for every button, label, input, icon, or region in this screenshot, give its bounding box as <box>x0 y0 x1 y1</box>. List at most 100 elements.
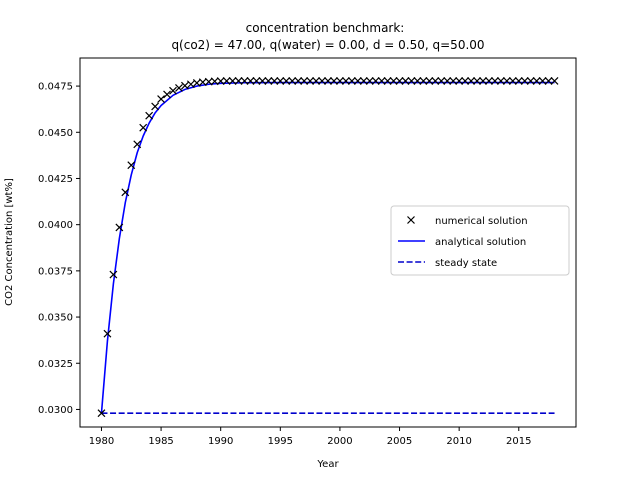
data-point-marker <box>353 76 362 85</box>
marker-stroke <box>425 76 434 85</box>
legend: numerical solution analytical solution ste… <box>390 205 570 276</box>
marker-stroke <box>443 76 452 85</box>
marker-stroke <box>240 76 249 85</box>
data-point-marker <box>389 76 398 85</box>
legend-items: numerical solution analytical solution ste… <box>398 216 528 269</box>
marker-stroke <box>359 76 368 85</box>
marker-stroke <box>520 76 529 85</box>
marker-stroke <box>461 76 470 85</box>
y-tick-label: 0.0475 <box>38 82 73 93</box>
data-point-marker <box>97 409 106 418</box>
data-point-marker <box>246 76 255 85</box>
x-tick-label: 1980 <box>89 436 114 447</box>
data-point-marker <box>437 76 446 85</box>
data-point-marker <box>449 76 458 85</box>
marker-stroke <box>97 409 106 418</box>
data-point-marker <box>109 270 118 279</box>
x-tick-label: 1995 <box>268 436 293 447</box>
data-point-marker <box>341 76 350 85</box>
marker-stroke <box>306 76 315 85</box>
data-point-marker <box>151 102 160 111</box>
data-point-marker <box>413 76 422 85</box>
data-point-marker <box>401 76 410 85</box>
data-point-marker <box>383 76 392 85</box>
data-point-marker <box>544 76 553 85</box>
data-point-marker <box>419 76 428 85</box>
data-point-marker <box>485 76 493 85</box>
data-point-marker <box>180 81 189 90</box>
marker-stroke <box>467 76 476 85</box>
data-point-marker <box>228 76 237 85</box>
y-tick-label: 0.0350 <box>38 313 73 324</box>
marker-stroke <box>538 76 547 85</box>
data-point-marker <box>115 223 124 232</box>
marker-stroke <box>526 76 535 85</box>
data-point-marker <box>532 76 541 85</box>
x-tick-label: 2015 <box>506 436 531 447</box>
marker-stroke <box>431 76 440 85</box>
marker-stroke <box>389 76 398 85</box>
data-point-marker <box>288 76 297 85</box>
marker-stroke <box>192 79 201 87</box>
y-axis-ticks: 0.0300 0.0325 0.0350 0.0375 0.0400 0.0425 0.04… <box>38 82 80 416</box>
marker-stroke <box>413 76 422 85</box>
data-point-marker <box>186 80 195 89</box>
chart-title-line-1: concentration benchmark: <box>246 21 405 35</box>
data-point-marker <box>455 76 464 85</box>
data-point-marker <box>282 76 291 85</box>
marker-stroke <box>335 76 344 85</box>
legend-item: numerical solution <box>407 216 528 227</box>
data-point-marker <box>306 76 315 85</box>
marker-stroke <box>288 76 297 85</box>
data-point-marker <box>318 76 326 85</box>
marker-stroke <box>228 76 237 85</box>
legend-label: steady state <box>435 258 497 269</box>
marker-stroke <box>514 76 523 85</box>
data-point-marker <box>335 76 344 85</box>
marker-stroke <box>473 76 481 85</box>
marker-stroke <box>204 77 213 86</box>
marker-stroke <box>169 86 177 95</box>
marker-stroke <box>151 102 160 111</box>
data-point-marker <box>216 77 225 86</box>
marker-stroke <box>479 76 487 85</box>
data-point-marker <box>550 76 559 85</box>
legend-marker <box>407 216 415 224</box>
marker-stroke <box>157 95 166 103</box>
marker-stroke <box>294 76 303 85</box>
marker-stroke <box>234 76 243 85</box>
data-point-marker <box>145 111 154 120</box>
marker-stroke <box>109 270 118 279</box>
data-point-marker <box>479 76 487 85</box>
marker-stroke <box>222 76 231 85</box>
data-point-marker <box>461 76 470 85</box>
marker-stroke <box>502 76 511 85</box>
data-point-marker <box>467 76 476 85</box>
series-numerical-solution <box>97 76 559 418</box>
data-point-marker <box>169 86 177 95</box>
marker-stroke <box>383 76 392 85</box>
marker-stroke <box>377 76 386 85</box>
data-point-marker <box>240 76 249 85</box>
y-tick-label: 0.0450 <box>38 128 73 139</box>
data-point-marker <box>103 329 112 338</box>
marker-stroke <box>145 111 154 120</box>
plot-area-frame <box>79 57 577 428</box>
legend-label: analytical solution <box>435 237 526 248</box>
marker-stroke <box>437 76 446 85</box>
data-point-marker <box>526 76 535 85</box>
data-point-marker <box>312 76 321 85</box>
marker-stroke <box>127 161 136 170</box>
data-point-marker <box>496 76 505 85</box>
x-tick-label: 1990 <box>208 436 233 447</box>
marker-stroke <box>401 76 410 85</box>
data-point-marker <box>276 76 285 85</box>
data-point-marker <box>264 76 273 85</box>
marker-stroke <box>318 76 326 85</box>
marker-stroke <box>276 76 285 85</box>
marker-stroke <box>407 76 416 85</box>
y-tick-label: 0.0325 <box>38 359 73 370</box>
chart-title-line-2: q(co2) = 47.00, q(water) = 0.00, d = 0.5… <box>171 38 484 52</box>
marker-stroke <box>180 81 189 90</box>
